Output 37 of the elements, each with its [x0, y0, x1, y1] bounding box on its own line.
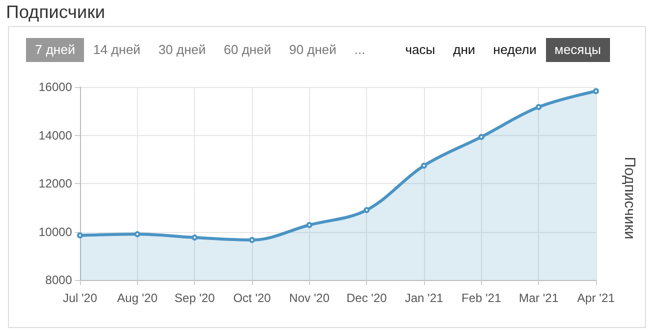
x-tick-label: Apr '21 — [577, 291, 616, 305]
x-tick-label: Oct '20 — [233, 291, 272, 305]
point — [421, 162, 427, 169]
x-tick-label: Jul '20 — [62, 291, 98, 305]
y-axis-title: Подписчики — [621, 156, 638, 240]
point — [478, 134, 484, 140]
x-tick-label: Jan '21 — [404, 291, 444, 305]
button[interactable]: 30 дней — [149, 38, 215, 62]
chart-title: Подписчики — [6, 1, 106, 23]
button[interactable]: 60 дней — [214, 38, 280, 62]
button[interactable]: часы — [396, 38, 444, 62]
y-tick-label: 10000 — [38, 224, 72, 239]
x-tick-label: Mar '21 — [518, 291, 559, 305]
point — [249, 236, 255, 243]
point — [77, 232, 83, 238]
button[interactable]: недели — [484, 38, 546, 62]
point — [306, 222, 312, 228]
y-tick-label: 12000 — [38, 176, 72, 190]
button[interactable]: 7 дней — [26, 38, 84, 62]
point — [192, 234, 198, 241]
point — [134, 231, 140, 238]
button[interactable]: 90 дней — [280, 38, 346, 62]
y-tick-label: 14000 — [38, 128, 72, 142]
x-tick-label: Aug '20 — [117, 291, 158, 305]
button[interactable]: 14 дней — [84, 38, 150, 62]
y-tick-label: 8000 — [45, 273, 72, 287]
point — [536, 104, 542, 110]
button[interactable]: месяцы — [546, 38, 610, 62]
x-tick-label: Nov '20 — [289, 291, 330, 305]
button[interactable]: ... — [345, 38, 374, 62]
x-tick-label: Feb '21 — [462, 291, 502, 305]
x-tick-label: Dec '20 — [346, 291, 388, 305]
point — [364, 207, 370, 214]
point — [593, 88, 599, 94]
x-tick-label: Sep '20 — [174, 291, 216, 305]
button[interactable]: дни — [444, 38, 484, 62]
y-tick-label: 16000 — [38, 80, 72, 94]
